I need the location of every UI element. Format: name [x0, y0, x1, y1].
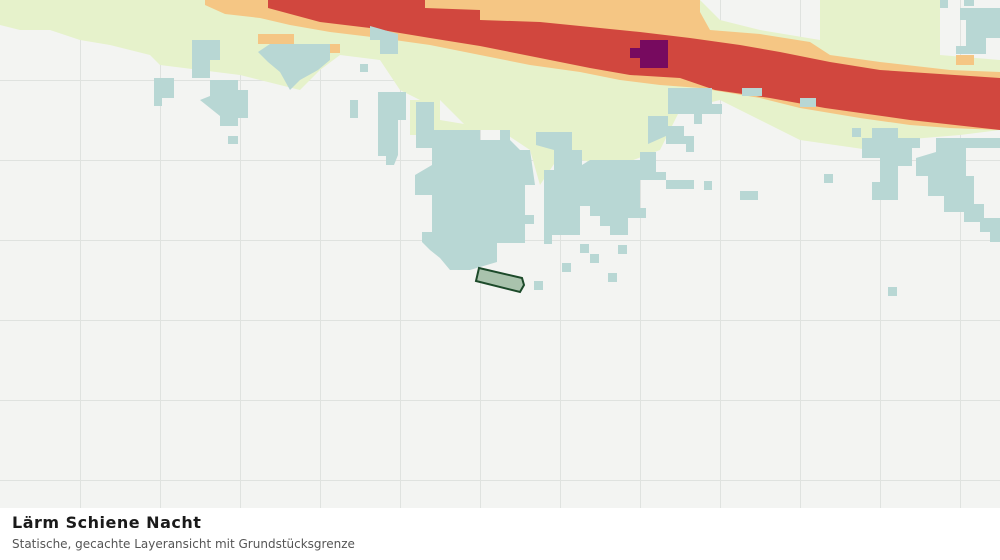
noise-zone-high: [268, 0, 1000, 130]
map-title: Lärm Schiene Nacht: [12, 513, 202, 532]
noise-zone-extreme: [630, 40, 668, 68]
parcel-boundary[interactable]: [474, 266, 526, 294]
noise-patch: [258, 34, 294, 44]
map-subtitle: Statische, gecachte Layeransicht mit Gru…: [12, 537, 355, 551]
noise-patches: [154, 0, 1000, 296]
caption: Lärm Schiene Nacht Statische, gecachte L…: [12, 512, 988, 554]
map: [0, 0, 1000, 508]
noise-patch: [956, 55, 974, 65]
